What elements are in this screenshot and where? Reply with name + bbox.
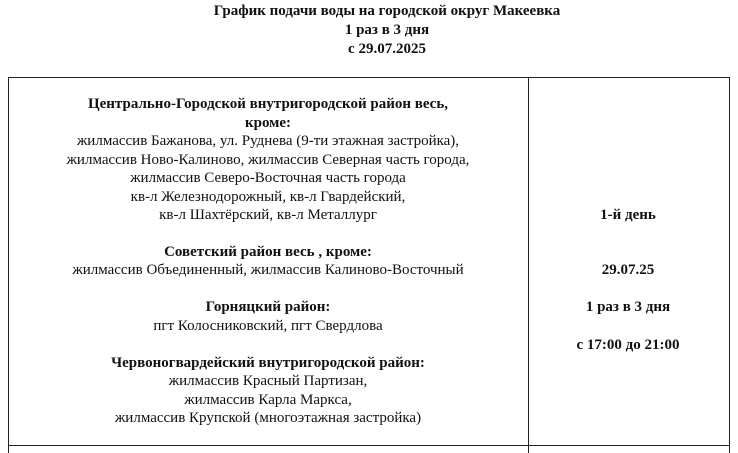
soviet-district-title: Советский район весь , кроме: [164, 244, 372, 260]
gorn-district-line: пгт Колосниковский, пгт Свердлова [153, 318, 383, 334]
document-title: График подачи воды на городской округ Ма… [213, 3, 561, 19]
soviet-exception-line: жилмассив Объединенный, жилмассив Калино… [72, 262, 464, 278]
cherv-district-title: Червоногвардейский внутригородской район… [111, 355, 425, 371]
table-row-divider [8, 445, 730, 446]
central-exception-line: кв-л Железнодорожный, кв-л Гвардейский, [130, 189, 406, 205]
table-border-right [729, 77, 730, 453]
header-frequency: 1 раз в 3 дня [344, 22, 430, 38]
header-since-date: с 29.07.2025 [348, 41, 426, 57]
central-exception-line: жилмассив Ново-Калиново, жилмассив Север… [66, 152, 470, 168]
central-district-except: кроме: [244, 115, 292, 131]
schedule-time: с 17:00 до 21:00 [576, 337, 680, 353]
cherv-district-line: жилмассив Карла Маркса, [184, 392, 352, 408]
central-exception-line: кв-л Шахтёрский, кв-л Металлург [159, 207, 377, 223]
central-exception-line: жилмассив Бажанова, ул. Руднева (9-ти эт… [76, 133, 460, 149]
table-border-top [8, 77, 730, 78]
cherv-district-line: жилмассив Крупской (многоэтажная застрой… [114, 410, 422, 426]
cherv-district-line: жилмассив Красный Партизан, [168, 373, 368, 389]
schedule-date: 29.07.25 [601, 262, 655, 278]
table-border-left [8, 77, 9, 453]
schedule-day: 1-й день [600, 207, 656, 223]
gorn-district-title: Горняцкий район: [205, 299, 331, 315]
table-column-divider [528, 77, 529, 453]
central-exception-line: жилмассив Северо-Восточная часть города [130, 170, 406, 186]
central-district-title: Центрально-Городской внутригородской рай… [87, 96, 449, 112]
schedule-frequency: 1 раз в 3 дня [585, 299, 671, 315]
